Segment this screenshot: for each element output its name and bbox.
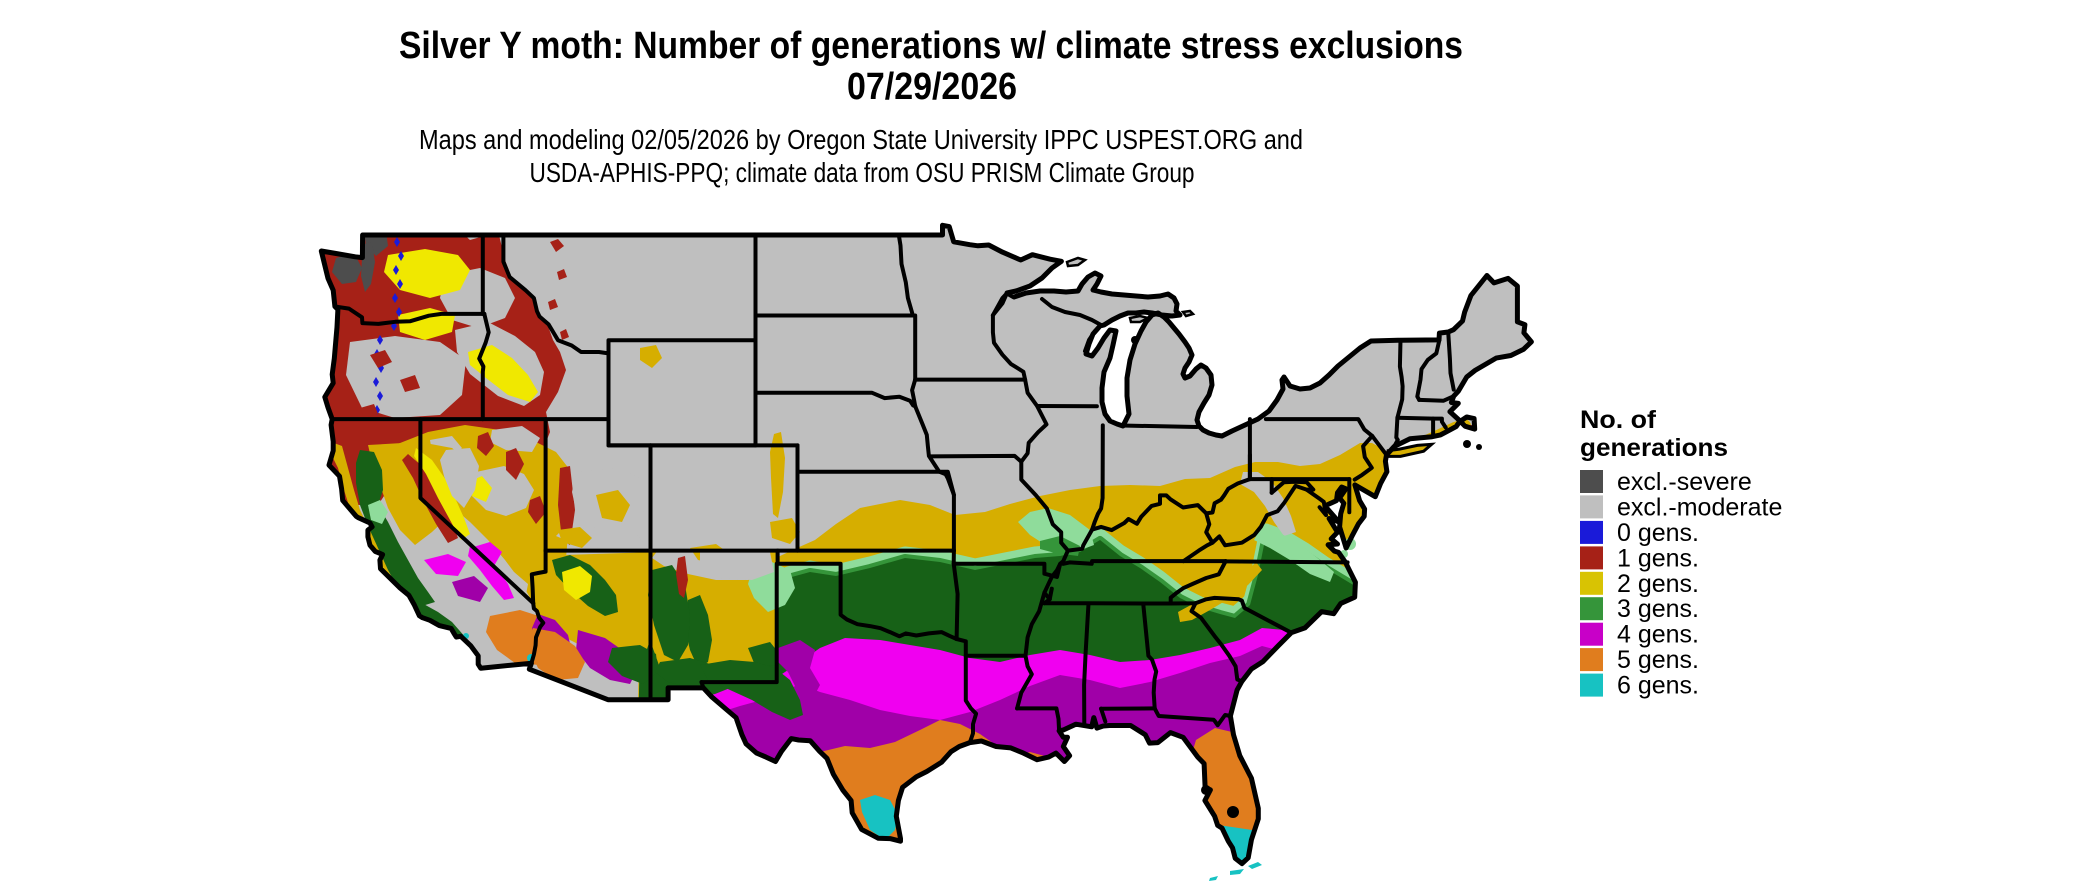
svg-text:excl.-moderate: excl.-moderate [1617, 494, 1782, 522]
svg-text:2 gens.: 2 gens. [1617, 570, 1699, 598]
svg-text:USDA-APHIS-PPQ; climate data f: USDA-APHIS-PPQ; climate data from OSU PR… [530, 157, 1195, 188]
svg-text:3 gens.: 3 gens. [1617, 595, 1699, 623]
svg-text:6 gens.: 6 gens. [1617, 672, 1699, 700]
svg-text:1 gens.: 1 gens. [1617, 544, 1699, 572]
svg-text:07/29/2026: 07/29/2026 [847, 66, 1017, 108]
svg-text:5 gens.: 5 gens. [1617, 646, 1699, 674]
svg-text:Silver Y moth: Number of gener: Silver Y moth: Number of generations w/ … [399, 25, 1463, 67]
svg-text:generations: generations [1580, 434, 1728, 462]
svg-text:No. of: No. of [1580, 406, 1657, 434]
svg-text:Maps and modeling 02/05/2026 b: Maps and modeling 02/05/2026 by Oregon S… [419, 124, 1303, 155]
svg-text:4 gens.: 4 gens. [1617, 621, 1699, 649]
svg-text:excl.-severe: excl.-severe [1617, 468, 1752, 496]
svg-text:0 gens.: 0 gens. [1617, 519, 1699, 547]
